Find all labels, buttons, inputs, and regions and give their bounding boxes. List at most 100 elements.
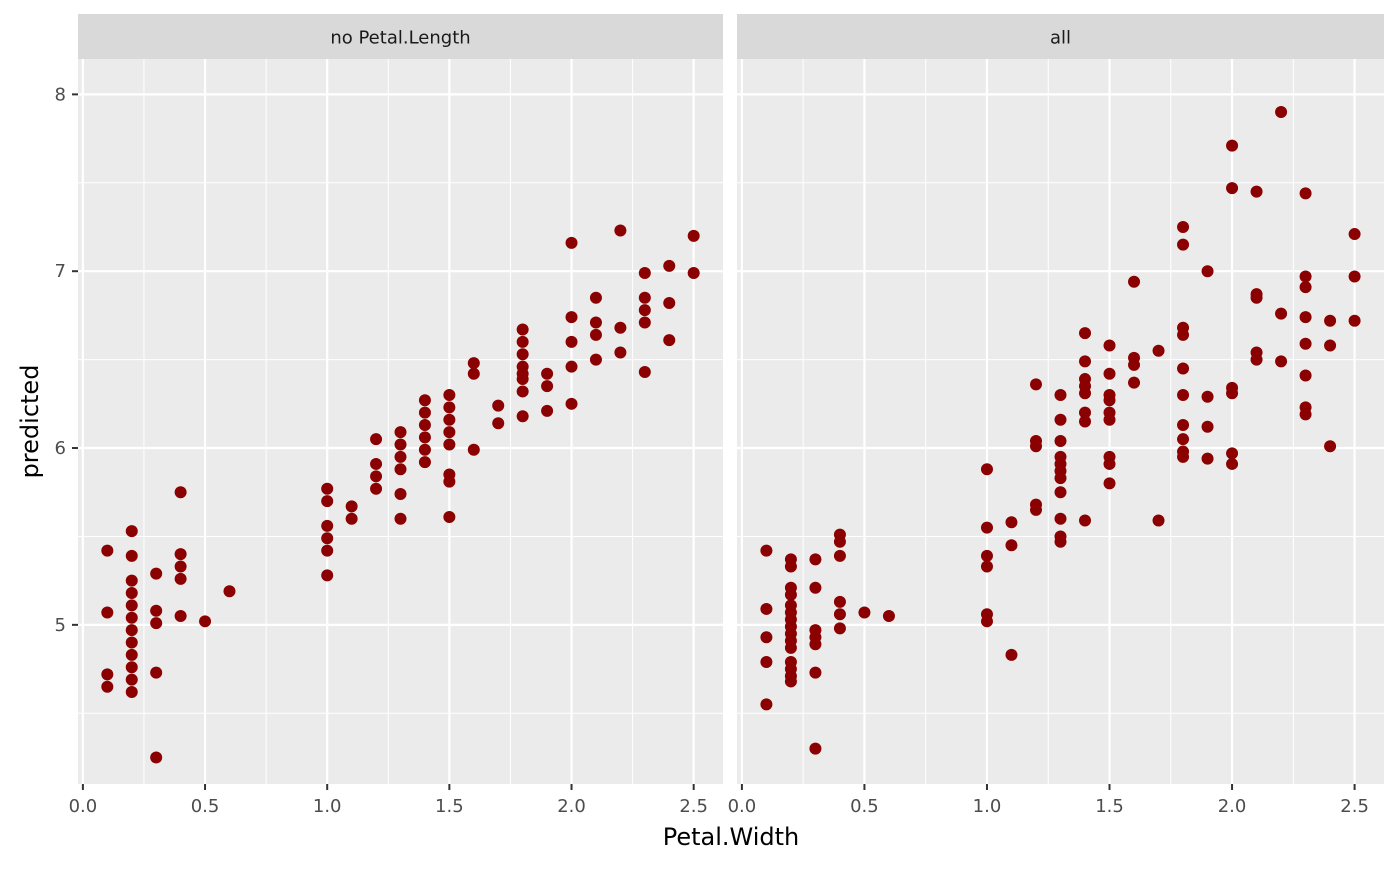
data-point: [101, 668, 114, 681]
data-point: [1201, 265, 1214, 278]
data-point: [516, 410, 529, 423]
facet-strip-label: all: [1050, 28, 1071, 49]
data-point: [125, 624, 138, 637]
y-tick-label: 8: [55, 84, 66, 105]
data-point: [760, 698, 773, 711]
data-point: [394, 450, 407, 463]
data-point: [589, 353, 602, 366]
data-point: [638, 304, 651, 317]
data-point: [174, 610, 187, 623]
data-point: [565, 397, 578, 410]
data-point: [1054, 535, 1067, 548]
data-point: [1103, 457, 1116, 470]
panels-layer: no Petal.Length 0.0 0.5 1.0 1.5 2.0 2.5 all 0.0 0…: [69, 14, 1384, 817]
data-point: [199, 615, 212, 628]
data-point: [614, 346, 627, 359]
data-point: [1324, 339, 1337, 352]
data-point: [370, 470, 383, 483]
data-point: [1054, 388, 1067, 401]
data-point: [784, 675, 797, 688]
data-point: [1054, 472, 1067, 485]
data-point: [418, 394, 431, 407]
data-point: [1103, 339, 1116, 352]
data-point: [443, 510, 456, 523]
data-point: [1079, 327, 1092, 340]
data-point: [443, 438, 456, 451]
data-point: [370, 482, 383, 495]
data-point: [174, 572, 187, 585]
data-point: [321, 544, 334, 557]
data-point: [125, 525, 138, 538]
data-point: [1299, 187, 1312, 200]
data-point: [1177, 220, 1190, 233]
data-point: [1250, 291, 1263, 304]
data-point: [150, 751, 163, 764]
data-point: [589, 328, 602, 341]
data-point: [565, 360, 578, 373]
data-point: [760, 631, 773, 644]
data-point: [1226, 182, 1239, 195]
data-point: [418, 406, 431, 419]
data-point: [1103, 367, 1116, 380]
data-point: [980, 521, 993, 534]
data-point: [1348, 314, 1361, 327]
data-point: [1226, 387, 1239, 400]
data-point: [1177, 433, 1190, 446]
data-point: [1250, 185, 1263, 198]
data-point: [125, 549, 138, 562]
data-point: [1029, 378, 1042, 391]
data-point: [1275, 106, 1288, 119]
data-point: [809, 553, 822, 566]
data-point: [1152, 514, 1165, 527]
data-point: [1324, 440, 1337, 453]
data-point: [1299, 270, 1312, 283]
data-point: [1079, 406, 1092, 419]
data-point: [174, 486, 187, 499]
data-point: [1299, 337, 1312, 350]
data-point: [125, 636, 138, 649]
data-point: [418, 419, 431, 432]
data-point: [443, 475, 456, 488]
data-point: [833, 535, 846, 548]
data-point: [565, 335, 578, 348]
data-point: [784, 588, 797, 601]
data-point: [321, 495, 334, 508]
data-point: [443, 388, 456, 401]
data-point: [809, 581, 822, 594]
data-point: [1054, 413, 1067, 426]
data-point: [687, 229, 700, 242]
data-point: [760, 544, 773, 557]
y-tick-label: 7: [55, 261, 66, 282]
data-point: [516, 323, 529, 336]
facet-strip-label: no Petal.Length: [330, 28, 470, 49]
data-point: [125, 599, 138, 612]
data-point: [394, 488, 407, 500]
facet-strip: [737, 14, 1384, 59]
y-tick-label: 5: [55, 615, 66, 636]
data-point: [1103, 394, 1116, 407]
data-point: [541, 380, 554, 393]
data-point: [1324, 314, 1337, 327]
data-point: [321, 569, 334, 582]
data-point: [125, 686, 138, 699]
data-point: [516, 373, 529, 386]
data-point: [150, 617, 163, 630]
data-point: [833, 622, 846, 635]
data-point: [345, 500, 358, 513]
x-tick-label: 0.0: [69, 796, 98, 817]
data-point: [174, 560, 187, 573]
x-tick-label: 1.0: [973, 796, 1002, 817]
data-point: [1079, 387, 1092, 400]
data-point: [516, 348, 529, 361]
data-point: [1079, 415, 1092, 428]
data-point: [663, 334, 676, 347]
data-point: [467, 443, 480, 456]
data-point: [882, 610, 895, 623]
data-point: [541, 404, 554, 417]
data-point: [858, 606, 871, 619]
data-point: [1299, 281, 1312, 294]
data-point: [541, 367, 554, 380]
data-point: [1128, 376, 1141, 389]
